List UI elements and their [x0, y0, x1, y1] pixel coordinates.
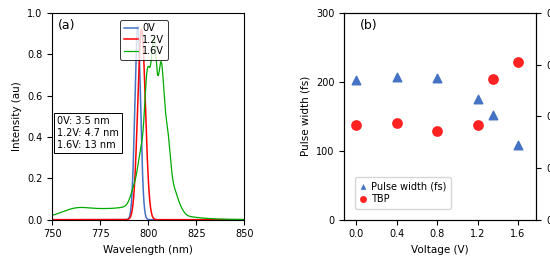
- 1.6V: [71, 207, 78, 210]
- Y-axis label: Intensity (au): Intensity (au): [12, 81, 21, 151]
- 1.2V: [123, 218, 129, 221]
- 0V: [49, 218, 56, 221]
- Point: [352, 78, 361, 82]
- 1.2V: [71, 218, 78, 221]
- 0V: [217, 218, 223, 221]
- 1.6V: [49, 214, 56, 217]
- 0V: [71, 218, 78, 221]
- 0V: [131, 127, 138, 130]
- 0V: [123, 218, 129, 221]
- Point: [514, 143, 522, 147]
- Point: [392, 75, 401, 79]
- 1.2V: [138, 28, 145, 31]
- 1.6V: [131, 182, 138, 185]
- Line: 0V: 0V: [52, 27, 244, 220]
- 1.2V: [241, 218, 248, 221]
- 1.2V: [237, 218, 244, 221]
- Point: [473, 123, 482, 127]
- 1.6V: [123, 204, 129, 207]
- 1.6V: [241, 218, 248, 221]
- 1.2V: [49, 218, 56, 221]
- 1.2V: [131, 188, 138, 191]
- X-axis label: Wavelength (nm): Wavelength (nm): [103, 245, 193, 255]
- 1.6V: [237, 218, 244, 221]
- 0V: [241, 218, 248, 221]
- 1.2V: [82, 218, 89, 221]
- Point: [433, 128, 442, 133]
- 0V: [134, 25, 141, 28]
- 1.2V: [217, 218, 223, 221]
- Text: 0V: 3.5 nm
1.2V: 4.7 nm
1.6V: 13 nm: 0V: 3.5 nm 1.2V: 4.7 nm 1.6V: 13 nm: [57, 116, 119, 150]
- 1.6V: [151, 36, 157, 39]
- Point: [433, 76, 442, 81]
- Text: (b): (b): [360, 19, 377, 32]
- Line: 1.2V: 1.2V: [52, 30, 244, 220]
- 1.6V: [217, 217, 223, 220]
- Text: (a): (a): [58, 19, 75, 32]
- Point: [392, 121, 401, 125]
- Line: 1.6V: 1.6V: [52, 38, 244, 219]
- 0V: [237, 218, 244, 221]
- Point: [514, 60, 522, 64]
- Legend: 0V, 1.2V, 1.6V: 0V, 1.2V, 1.6V: [120, 20, 168, 60]
- X-axis label: Voltage (V): Voltage (V): [411, 245, 469, 255]
- Y-axis label: Pulse width (fs): Pulse width (fs): [300, 76, 310, 157]
- Point: [352, 123, 361, 127]
- Point: [473, 97, 482, 101]
- Point: [488, 77, 497, 81]
- 1.6V: [82, 206, 89, 209]
- Legend: Pulse width (fs), TBP: Pulse width (fs), TBP: [355, 178, 450, 209]
- Point: [488, 113, 497, 117]
- 0V: [82, 218, 89, 221]
